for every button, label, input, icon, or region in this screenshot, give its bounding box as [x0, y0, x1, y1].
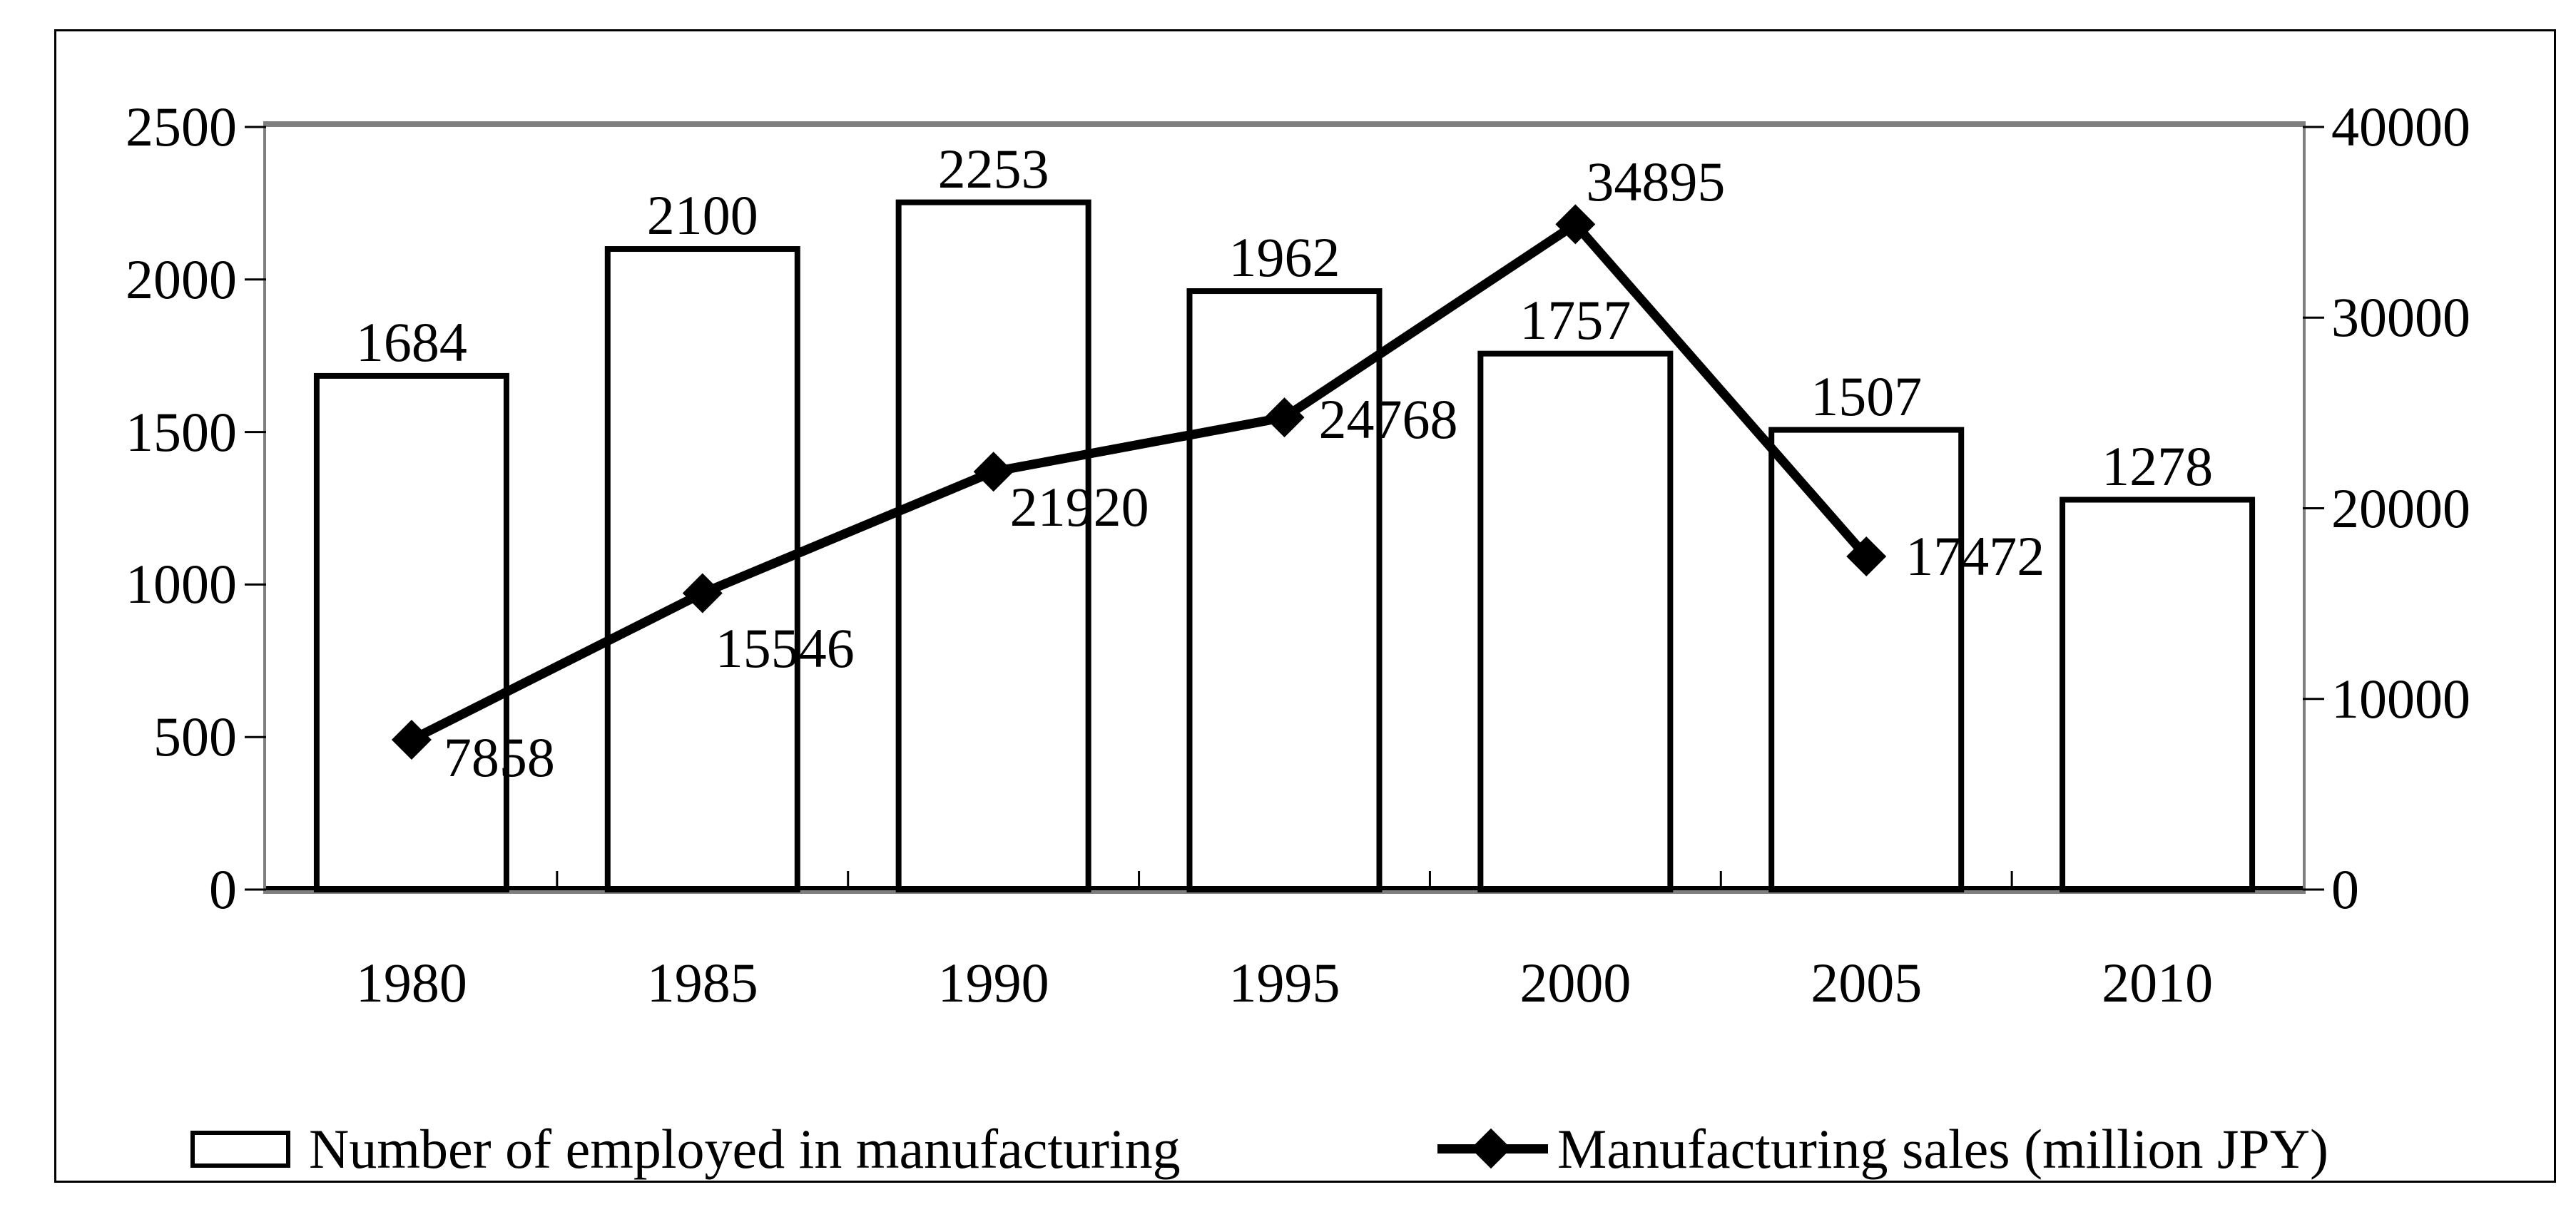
- sales-label-1995: 24768: [1318, 388, 1458, 451]
- bar-label-2000: 1757: [1519, 288, 1631, 351]
- bar-label-1995: 1962: [1228, 226, 1340, 289]
- bar-2000: [1477, 350, 1674, 892]
- right-axis-tick-label-40000: 40000: [2331, 96, 2470, 158]
- left-axis-tick-label-2500: 2500: [126, 96, 237, 158]
- x-axis-label-1995: 1995: [1228, 952, 1340, 1014]
- sales-label-2005: 17472: [1905, 525, 2045, 588]
- sales-line: [409, 218, 1870, 744]
- bar-2005: [1768, 427, 1965, 892]
- bar-label-1985: 2100: [646, 184, 758, 247]
- bar-1995: [1186, 288, 1383, 892]
- left-axis-tick-label-2000: 2000: [126, 248, 237, 310]
- left-axis-tick-label-1000: 1000: [126, 553, 237, 616]
- bar-label-2005: 1507: [1811, 365, 1923, 427]
- bar-label-1990: 2253: [937, 137, 1049, 200]
- legend-bar-swatch: [190, 1131, 290, 1168]
- left-axis-tick-label-1500: 1500: [126, 400, 237, 463]
- right-axis-tick-label-30000: 30000: [2331, 286, 2470, 349]
- sales-label-1985: 15546: [715, 616, 855, 679]
- sales-label-2000: 34895: [1586, 151, 1726, 213]
- legend-bar-label: Number of employed in manufacturing: [309, 1118, 1181, 1180]
- right-axis-tick-label-20000: 20000: [2331, 477, 2470, 539]
- x-axis-label-1980: 1980: [355, 952, 467, 1014]
- x-axis-label-2010: 2010: [2102, 952, 2214, 1014]
- sales-marker-1990: [973, 452, 1014, 492]
- sales-label-1990: 21920: [1009, 476, 1149, 539]
- x-axis-label-1985: 1985: [646, 952, 758, 1014]
- bar-label-2010: 1278: [2102, 434, 2214, 497]
- sales-marker-1995: [1264, 397, 1305, 438]
- bar-label-1980: 1684: [355, 310, 467, 373]
- x-axis-label-1990: 1990: [937, 952, 1049, 1014]
- bar-1980: [313, 372, 509, 892]
- sales-label-1980: 7858: [443, 725, 555, 788]
- legend-line-label: Manufacturing sales (million JPY): [1557, 1118, 2328, 1180]
- right-axis-tick-label-10000: 10000: [2331, 667, 2470, 730]
- sales-marker-2005: [1846, 536, 1887, 577]
- sales-marker-1985: [682, 573, 723, 613]
- sales-marker-1980: [391, 719, 432, 760]
- sales-marker-2000: [1555, 204, 1596, 245]
- bar-1990: [895, 199, 1091, 892]
- left-axis-tick-label-500: 500: [153, 706, 237, 768]
- x-axis-label-2000: 2000: [1519, 952, 1631, 1014]
- x-axis-label-2005: 2005: [1811, 952, 1923, 1014]
- right-axis-tick-label-0: 0: [2331, 858, 2359, 920]
- bar-2010: [2060, 496, 2256, 892]
- left-axis-tick-label-0: 0: [209, 858, 237, 920]
